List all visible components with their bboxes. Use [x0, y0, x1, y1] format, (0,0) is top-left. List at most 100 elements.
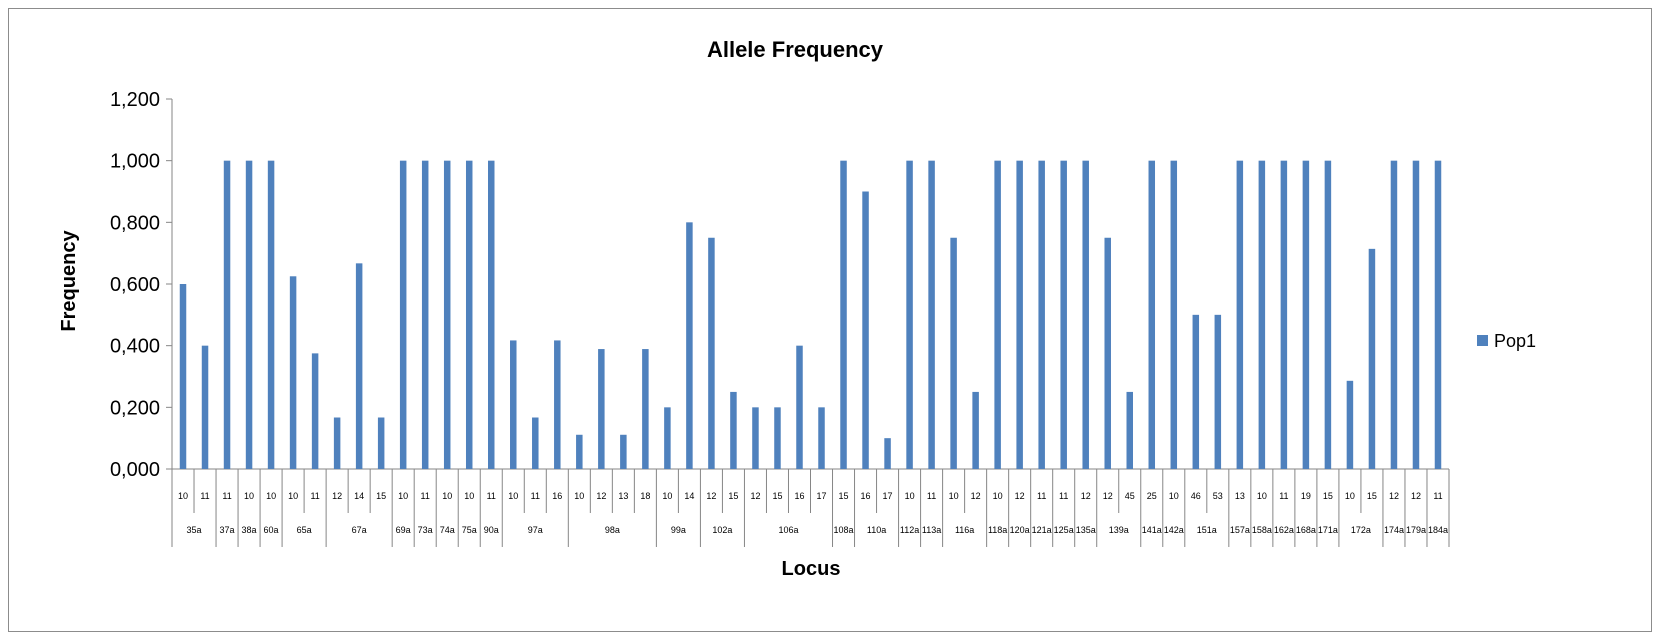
allele-label: 25 [1147, 491, 1157, 501]
locus-label: 139a [1109, 525, 1129, 535]
locus-label: 162a [1274, 525, 1294, 535]
y-tick-label: 0,200 [110, 397, 160, 419]
allele-label: 16 [552, 491, 562, 501]
bar [554, 340, 561, 469]
allele-label: 12 [596, 491, 606, 501]
allele-label: 17 [883, 491, 893, 501]
chart-svg: Allele Frequency Frequency Locus 0,0000,… [58, 37, 1536, 580]
bar [576, 434, 583, 469]
allele-label: 13 [618, 491, 628, 501]
allele-label: 11 [1037, 491, 1046, 501]
allele-label: 14 [354, 491, 364, 501]
locus-label: 120a [1010, 525, 1030, 535]
bar [421, 160, 429, 469]
locus-label: 116a [955, 525, 974, 535]
locus-label: 65a [297, 525, 312, 535]
allele-label: 15 [1367, 491, 1377, 501]
bar [179, 284, 187, 469]
bar [840, 160, 847, 469]
locus-label: 179a [1406, 525, 1426, 535]
legend: Pop1 [1477, 331, 1536, 351]
locus-label: 151a [1197, 525, 1217, 535]
y-tick-label: 0,800 [110, 212, 160, 234]
allele-label: 19 [1301, 491, 1311, 501]
bar [465, 160, 473, 469]
bar [752, 407, 759, 469]
bar [1236, 160, 1244, 469]
allele-label: 10 [949, 491, 959, 501]
bar [289, 276, 297, 469]
locus-label: 98a [605, 525, 620, 535]
allele-label: 10 [574, 491, 584, 501]
bar [686, 222, 693, 469]
chart-area: Allele Frequency Frequency Locus 0,000 0,… [8, 8, 1652, 632]
locus-label: 118a [988, 525, 1007, 535]
bar [1170, 160, 1178, 469]
locus-label: 75a [462, 525, 477, 535]
y-tick-label: 0,000 [110, 459, 160, 481]
bar [355, 263, 363, 469]
allele-label: 53 [1213, 491, 1223, 501]
allele-label: 16 [794, 491, 804, 501]
y-tick-label: 1,000 [110, 151, 160, 173]
allele-label: 11 [200, 491, 209, 501]
locus-label: 67a [352, 525, 367, 535]
allele-label: 12 [1081, 491, 1091, 501]
locus-label: 108a [834, 525, 854, 535]
locus-label: 174a [1384, 525, 1404, 535]
y-tick-label: 0,600 [110, 274, 160, 296]
allele-label: 14 [684, 491, 694, 501]
bar [862, 191, 869, 469]
bar [906, 160, 913, 469]
locus-label: 125a [1054, 525, 1074, 535]
locus-label: 110a [867, 525, 886, 535]
allele-label: 11 [927, 491, 936, 501]
locus-label: 135a [1076, 525, 1096, 535]
bar [796, 345, 803, 469]
allele-label: 12 [750, 491, 760, 501]
allele-label: 12 [1103, 491, 1113, 501]
locus-label: 121a [1032, 525, 1052, 535]
allele-label: 11 [487, 491, 496, 501]
allele-label: 12 [332, 491, 342, 501]
allele-label: 17 [817, 491, 827, 501]
allele-label: 11 [1433, 491, 1442, 501]
bar [1016, 160, 1023, 469]
allele-label: 46 [1191, 491, 1201, 501]
locus-label: 35a [187, 525, 202, 535]
legend-swatch [1477, 335, 1488, 346]
bar [1082, 160, 1089, 469]
allele-label: 15 [839, 491, 849, 501]
allele-label: 10 [288, 491, 298, 501]
bar [1126, 391, 1133, 469]
bar [201, 345, 209, 469]
allele-label: 10 [398, 491, 408, 501]
bar [730, 391, 737, 469]
bar [267, 160, 275, 469]
bar [1104, 237, 1111, 469]
allele-label: 10 [993, 491, 1003, 501]
allele-label: 15 [728, 491, 738, 501]
allele-label: 18 [640, 491, 650, 501]
chart-title: Allele Frequency [707, 37, 884, 62]
allele-label: 15 [376, 491, 386, 501]
locus-label: 74a [440, 525, 455, 535]
allele-label: 11 [310, 491, 319, 501]
bar [532, 417, 539, 469]
bar [994, 160, 1001, 469]
bar [377, 417, 385, 469]
allele-label: 12 [1389, 491, 1399, 501]
bar [1390, 160, 1398, 469]
allele-label: 11 [421, 491, 430, 501]
bar [333, 417, 341, 469]
bar [1258, 160, 1266, 469]
bar [1368, 248, 1376, 469]
allele-label: 15 [772, 491, 782, 501]
bar [642, 349, 649, 469]
bar [972, 391, 979, 469]
bar [510, 340, 517, 469]
allele-label: 11 [222, 491, 231, 501]
allele-label: 10 [442, 491, 452, 501]
allele-label: 10 [1169, 491, 1179, 501]
bar [818, 407, 825, 469]
